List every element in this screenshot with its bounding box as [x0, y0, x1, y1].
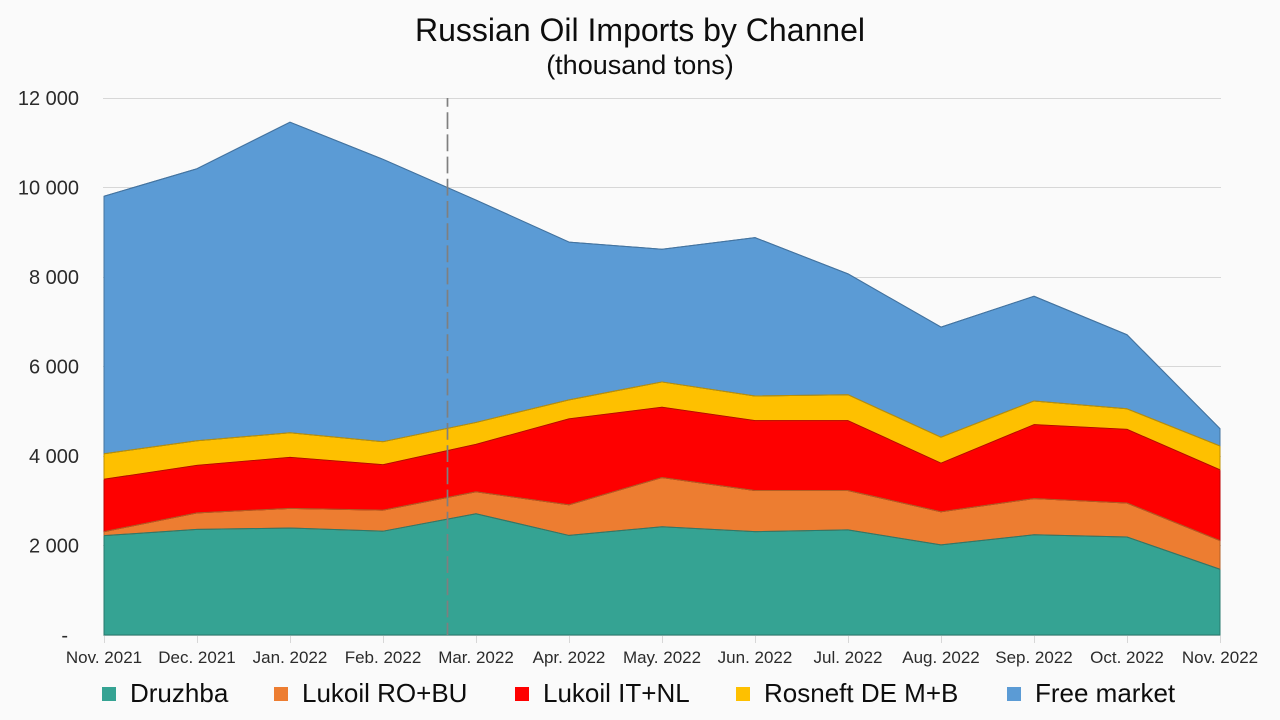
svg-text:Feb. 2022: Feb. 2022: [345, 648, 422, 667]
svg-text:May. 2022: May. 2022: [623, 648, 701, 667]
svg-text:Apr. 2022: Apr. 2022: [533, 648, 606, 667]
svg-text:Nov. 2021: Nov. 2021: [66, 648, 142, 667]
svg-text:Nov. 2022: Nov. 2022: [1182, 648, 1258, 667]
svg-text:-: -: [61, 625, 68, 647]
svg-text:Jul. 2022: Jul. 2022: [814, 648, 883, 667]
svg-text:Jun. 2022: Jun. 2022: [718, 648, 793, 667]
svg-text:Lukoil IT+NL: Lukoil IT+NL: [543, 678, 690, 708]
svg-text:(thousand tons): (thousand tons): [546, 50, 734, 80]
svg-text:Rosneft DE M+B: Rosneft DE M+B: [764, 678, 958, 708]
svg-text:Mar. 2022: Mar. 2022: [438, 648, 514, 667]
svg-text:8 000: 8 000: [29, 267, 79, 289]
svg-text:Oct. 2022: Oct. 2022: [1090, 648, 1164, 667]
svg-text:6 000: 6 000: [29, 357, 79, 379]
svg-text:Jan. 2022: Jan. 2022: [253, 648, 328, 667]
svg-text:Druzhba: Druzhba: [130, 678, 229, 708]
svg-text:Free market: Free market: [1035, 678, 1176, 708]
svg-text:12 000: 12 000: [18, 88, 79, 110]
svg-text:Sep. 2022: Sep. 2022: [995, 648, 1073, 667]
svg-text:10 000: 10 000: [18, 178, 79, 200]
svg-text:Lukoil RO+BU: Lukoil RO+BU: [302, 678, 467, 708]
svg-text:Dec. 2021: Dec. 2021: [158, 648, 236, 667]
svg-text:4 000: 4 000: [29, 446, 79, 468]
svg-text:2 000: 2 000: [29, 536, 79, 558]
svg-text:Aug. 2022: Aug. 2022: [902, 648, 980, 667]
svg-text:Russian Oil Imports by Channel: Russian Oil Imports by Channel: [415, 12, 865, 48]
